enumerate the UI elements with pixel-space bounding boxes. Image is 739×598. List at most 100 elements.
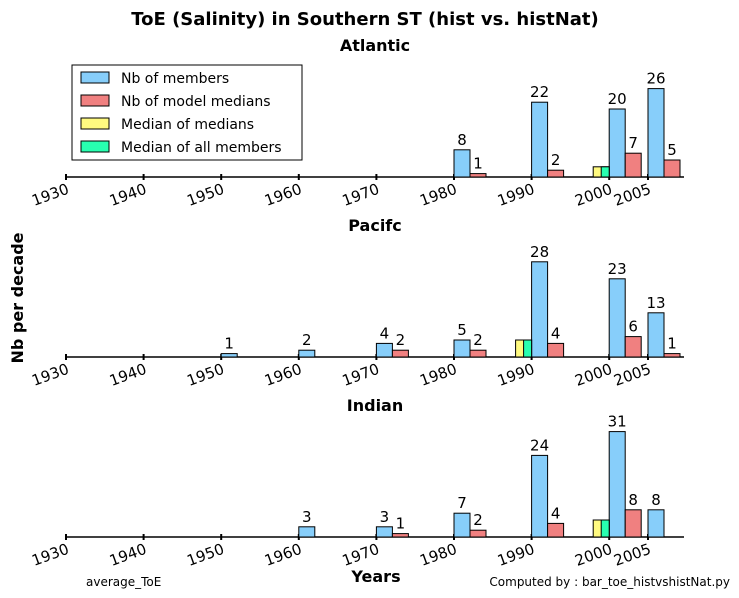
- bar-value-label: 5: [457, 321, 467, 339]
- bar: [531, 261, 549, 358]
- legend-swatch-members: [80, 71, 110, 84]
- legend-label-median-of-medians: Median of medians: [121, 117, 254, 133]
- bar-value-label: 2: [551, 151, 561, 169]
- bar-value-label: 3: [380, 508, 390, 526]
- bar: [391, 349, 409, 358]
- panel-1: Pacifc 1930 1940 1950 1960 1970 1980 1990 200020…: [29, 216, 684, 390]
- bar-value-label: 8: [457, 131, 467, 149]
- bar-value-label: 24: [530, 436, 549, 454]
- x-tick-label: 1950: [185, 180, 227, 210]
- bar: [298, 349, 316, 358]
- bar-value-label: 1: [396, 515, 406, 533]
- bar: [375, 342, 393, 358]
- bar-value-label: 1: [224, 335, 234, 353]
- bar: [453, 512, 471, 538]
- x-tick-label: 2005: [611, 540, 653, 570]
- x-tick-label: 1970: [340, 180, 382, 210]
- bar: [391, 533, 409, 538]
- x-tick-label: 1940: [107, 540, 149, 570]
- bar-value-label: 1: [473, 155, 483, 173]
- bar-value-label: 31: [608, 413, 627, 431]
- x-axis-label: Years: [350, 567, 400, 586]
- bar-value-label: 8: [628, 491, 638, 509]
- footer-left: average_ToE: [86, 575, 161, 589]
- bar-value-label: 4: [380, 324, 390, 342]
- bar: [523, 339, 533, 358]
- panel-title: Pacifc: [348, 216, 402, 235]
- x-tick-label: 1980: [417, 360, 459, 390]
- bar: [647, 88, 665, 178]
- bar-value-label: 8: [651, 491, 661, 509]
- bar-value-label: 3: [302, 508, 312, 526]
- chart-title: ToE (Salinity) in Southern ST (hist vs. …: [131, 9, 599, 30]
- x-tick-label: 1990: [495, 360, 537, 390]
- x-tick-label: 1950: [185, 360, 227, 390]
- bar: [531, 101, 549, 178]
- bar: [453, 149, 471, 178]
- bar: [453, 339, 471, 358]
- bar-value-label: 13: [646, 294, 665, 312]
- x-tick-label: 1980: [417, 180, 459, 210]
- x-tick-label: 1930: [29, 360, 71, 390]
- x-tick-label: 2000: [573, 540, 615, 570]
- legend-swatch-model-medians: [80, 94, 110, 107]
- panel-title: Atlantic: [340, 36, 410, 55]
- bar-value-label: 4: [551, 324, 561, 342]
- bar-value-label: 5: [667, 141, 677, 159]
- x-tick-label: 1940: [107, 180, 149, 210]
- bar-value-label: 26: [646, 70, 665, 88]
- bar-value-label: 2: [396, 331, 406, 349]
- x-tick-label: 1930: [29, 540, 71, 570]
- bar: [624, 509, 642, 538]
- legend-swatch-median-of-medians: [80, 117, 110, 130]
- x-tick-label: 2005: [611, 360, 653, 390]
- bar-value-label: 1: [667, 335, 677, 353]
- x-tick-label: 1980: [417, 540, 459, 570]
- x-tick-label: 1990: [495, 180, 537, 210]
- legend-label-members: Nb of members: [121, 71, 229, 87]
- bar-value-label: 7: [628, 134, 638, 152]
- x-tick-label: 1960: [262, 180, 304, 210]
- bar-value-label: 2: [473, 331, 483, 349]
- bar: [624, 152, 642, 178]
- bar: [547, 342, 565, 358]
- bar: [547, 169, 565, 178]
- bar-value-label: 28: [530, 243, 549, 261]
- bar: [375, 526, 393, 538]
- x-tick-label: 1990: [495, 540, 537, 570]
- bar: [469, 349, 487, 358]
- bar: [469, 529, 487, 538]
- x-tick-label: 1950: [185, 540, 227, 570]
- bar: [220, 353, 238, 358]
- x-tick-label: 1940: [107, 360, 149, 390]
- bar: [547, 522, 565, 538]
- bar: [600, 166, 610, 178]
- panel-title: Indian: [347, 396, 403, 415]
- x-tick-label: 1930: [29, 180, 71, 210]
- bar: [531, 454, 549, 538]
- legend-label-median-all-members: Median of all members: [121, 140, 282, 156]
- panels: Atlantic 1930 1940 1950 1960 1970 1980 1990 2000…: [29, 36, 684, 570]
- x-tick-label: 2005: [611, 180, 653, 210]
- footer-right: Computed by : bar_toe_histvshistNat.py: [489, 575, 730, 589]
- bar-value-label: 23: [608, 260, 627, 278]
- bar-value-label: 7: [457, 494, 467, 512]
- bar: [647, 509, 665, 538]
- x-tick-label: 1960: [262, 540, 304, 570]
- legend: Nb of members Nb of model medians Median…: [71, 64, 303, 161]
- bar: [600, 519, 610, 538]
- bar-value-label: 22: [530, 83, 549, 101]
- x-tick-label: 1960: [262, 360, 304, 390]
- bar: [298, 526, 316, 538]
- bar: [608, 278, 626, 358]
- bar: [608, 108, 626, 178]
- bar-value-label: 20: [608, 90, 627, 108]
- panel-2: Indian 1930 1940 1950 1960 1970 1980 1990 200020…: [29, 396, 684, 570]
- x-tick-label: 1970: [340, 360, 382, 390]
- legend-swatch-median-all-members: [80, 140, 110, 153]
- legend-label-model-medians: Nb of model medians: [121, 94, 271, 110]
- bar: [663, 353, 681, 358]
- bar-value-label: 2: [473, 511, 483, 529]
- bar: [469, 173, 487, 178]
